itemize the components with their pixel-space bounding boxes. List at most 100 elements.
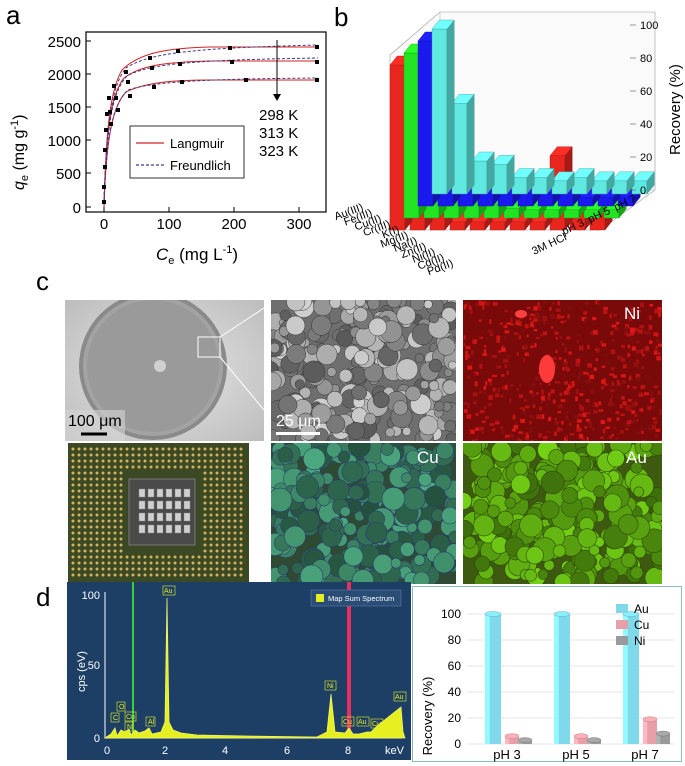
ni-map-label: Ni — [624, 304, 641, 323]
eds-xtick: 4 — [222, 745, 228, 757]
eds-peak-label: Ni — [327, 683, 334, 690]
legend-label-ni: Ni — [634, 634, 645, 648]
eds-xtick: 8 — [345, 745, 351, 757]
eds-xtick: 2 — [162, 745, 168, 757]
au-map-label: Au — [626, 448, 647, 467]
legend-swatch-cu — [616, 620, 628, 629]
panel-a-xlabel: Ce (mg L-1) — [156, 244, 238, 267]
panel-e-ytick: 60 — [448, 659, 462, 673]
cu-map-label: Cu — [417, 448, 439, 467]
panel-a-legend-box — [129, 125, 245, 179]
panel-e-ytick: 100 — [441, 607, 461, 621]
eds-legend-swatch — [316, 594, 324, 602]
panel-e-bar-cu — [573, 733, 589, 744]
panel-b-bar — [531, 167, 555, 195]
panel-b-zticks: 0 20 40 60 80 100 — [630, 20, 658, 197]
panel-a-ytick: 0 — [73, 200, 81, 217]
panel-b-3d-recovery-chart: 0 20 40 60 80 100 Au(III)Fe(III)Cu(II)Cr(III)… — [333, 11, 684, 275]
panel-a-temp: 323 K — [259, 143, 298, 160]
sem-zoom-scalebar-label: 25 μm — [276, 413, 321, 430]
panel-e-ytick: 20 — [448, 711, 462, 725]
panel-a-ylabel: qe (mg g-1) — [9, 115, 31, 190]
panel-e-yticks: 0 20 40 60 80 100 — [441, 607, 461, 751]
cu-eds-map — [271, 443, 456, 584]
panel-b-bar — [491, 154, 515, 195]
eds-spectrum-panel: 0 50 100 0 2 4 6 8 keV cps (eV) C O Cu N… — [67, 582, 411, 760]
ni-eds-map — [463, 300, 662, 441]
panel-e-ytick: 0 — [454, 737, 461, 751]
panel-b-bar — [471, 151, 495, 195]
panel-a-ytick: 1000 — [48, 133, 81, 150]
panel-e-xtick: pH 5 — [562, 747, 589, 762]
panel-e-bar-ni — [586, 737, 602, 744]
panel-letter-c: c — [36, 266, 49, 296]
panel-e-gridlines — [467, 613, 674, 745]
panel-b-ztick: 80 — [640, 53, 652, 65]
eds-red-marker — [347, 582, 351, 738]
panel-b-bar — [591, 171, 615, 195]
panel-a-arrow-head — [273, 94, 281, 101]
eds-peak-label: Au — [395, 694, 404, 701]
eds-xtick: 6 — [284, 745, 290, 757]
eds-peak-label: Cu — [372, 721, 381, 728]
panel-b-bar — [631, 171, 655, 195]
eds-legend-box — [310, 589, 402, 607]
cpu-photo — [65, 443, 264, 584]
panel-e-bar-au — [553, 611, 571, 744]
panel-e-bar-ni — [517, 737, 533, 744]
panel-a-plot-frame — [85, 31, 327, 213]
eds-peak-label: Au — [164, 588, 173, 595]
panel-a-xticks: 0 100 200 300 — [100, 207, 312, 233]
panel-a-xtick: 100 — [156, 216, 181, 233]
panel-b-ztick: 40 — [640, 119, 652, 131]
eds-xtick: 0 — [104, 745, 110, 757]
eds-peak-label: Al — [148, 719, 155, 726]
panel-b-ztick: 0 — [640, 185, 646, 197]
sem-overview-image — [65, 300, 264, 441]
eds-spectrum-curve — [103, 597, 406, 739]
panel-letter-a: a — [6, 0, 21, 30]
panel-e-xticks: pH 3 pH 5 pH 7 — [493, 747, 658, 762]
panel-a-legend-freundlich: Freundlich — [170, 158, 231, 173]
eds-ytick: 0 — [94, 733, 100, 745]
eds-peak-label: C — [113, 715, 118, 722]
panel-e-bar-cu — [642, 716, 658, 744]
panel-b-ylabel: Recovery (%) — [667, 64, 684, 155]
eds-peak-label: N — [127, 724, 132, 731]
panel-e-bar-ni — [655, 730, 671, 744]
panel-a-data-points — [102, 45, 319, 204]
panel-a-legend-langmuir: Langmuir — [170, 136, 225, 151]
panel-a-ytick: 2500 — [48, 34, 81, 51]
panel-e-xtick: pH 7 — [631, 747, 658, 762]
panel-a-temp: 298 K — [259, 107, 298, 124]
panel-e-ytick: 40 — [448, 685, 462, 699]
eds-peak-label: Au — [358, 719, 367, 726]
sem-zoom-scalebar-line — [276, 432, 320, 435]
eds-peak-labels: C O Cu N Al Au Ni Cu Au Cu Au — [110, 585, 407, 732]
panel-e-legend: Au Cu Ni — [616, 602, 649, 648]
legend-swatch-au — [616, 604, 628, 613]
panel-b-bars — [389, 19, 655, 231]
eds-peak-label: Cu — [126, 714, 135, 721]
eds-ylabel: cps (eV) — [76, 651, 88, 692]
panel-letter-d: d — [36, 582, 51, 612]
panel-a-ytick: 500 — [56, 166, 81, 183]
sem-overview-scalebar-label: 100 μm — [68, 413, 122, 430]
panel-b-metal-label: K(I) — [380, 224, 401, 241]
panel-b-condition-label: 3M HCl — [530, 231, 568, 257]
au-eds-map — [463, 443, 662, 584]
panel-a-xtick: 200 — [221, 216, 246, 233]
panel-a-temp: 313 K — [259, 125, 298, 142]
panel-b-ztick: 20 — [640, 152, 652, 164]
panel-b-bar — [551, 171, 575, 195]
panel-e-bars — [484, 611, 671, 744]
eds-ytick: 100 — [82, 590, 100, 602]
panel-a-ytick: 1500 — [48, 100, 81, 117]
panel-e-xtick: pH 3 — [493, 747, 520, 762]
panel-a-xtick: 0 — [100, 216, 108, 233]
panel-e-bar-cu — [504, 733, 520, 744]
legend-swatch-ni — [616, 636, 628, 645]
legend-label-au: Au — [634, 602, 649, 616]
panel-a-yticks: 0 500 1000 1500 2000 2500 — [48, 34, 91, 217]
panel-b-ztick: 60 — [640, 86, 652, 98]
